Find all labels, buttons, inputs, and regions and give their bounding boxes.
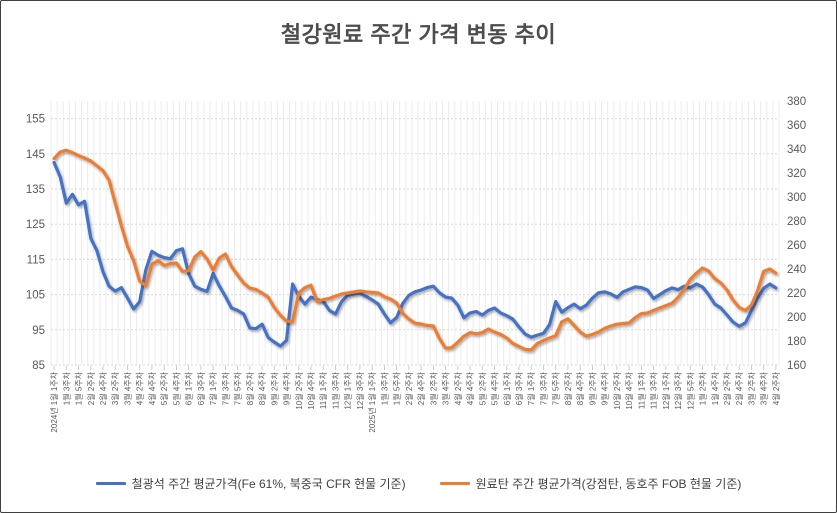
x-axis-label: 3월 2주차 xyxy=(110,371,120,405)
x-axis-label: 1월 2주차 xyxy=(698,371,708,405)
y-axis-left-labels: 155 145 135 125 115 105 95 85 xyxy=(26,114,45,372)
x-axis-label: 12월 1주차 xyxy=(343,371,353,409)
x-axis-label: 7월 5주차 xyxy=(233,371,243,405)
y-axis-right-tick-label: 260 xyxy=(787,240,806,252)
x-axis-label: 2025년 1월 1주차 xyxy=(367,371,377,432)
y-axis-right-tick-label: 180 xyxy=(787,336,806,348)
legend-label-coking-coal: 원료탄 주간 평균가격(강점탄, 동호주 FOB 현물 기준) xyxy=(475,477,742,491)
y-axis-right-tick-label: 360 xyxy=(787,120,806,132)
x-axis-label: 1월 5주차 xyxy=(74,371,84,405)
x-axis-label: 9월 2주차 xyxy=(587,371,597,405)
x-axis-label: 12월 3주차 xyxy=(673,371,683,409)
series-line-iron-ore xyxy=(52,161,778,348)
x-axis-label: 1월 5주차 xyxy=(392,371,402,405)
x-axis-label: 10월 4주차 xyxy=(624,371,634,409)
x-axis-label: 10월 4주차 xyxy=(306,371,316,409)
x-axis-label: 3월 4주차 xyxy=(759,371,769,405)
y-axis-right-tick-label: 200 xyxy=(787,312,806,324)
series-line-coking-coal xyxy=(52,148,778,352)
legend: 철광석 주간 평균가격(Fe 61%, 북중국 CFR 현물 기준) 원료탄 주… xyxy=(1,475,836,492)
y-axis-left-tick-label: 95 xyxy=(32,325,45,337)
x-axis-label: 5월 4주차 xyxy=(171,371,181,405)
y-axis-left-tick-label: 155 xyxy=(26,114,45,126)
y-axis-right-labels: 380 360 340 320 300 280 260 240 220 200 180 160 xyxy=(787,96,806,372)
y-axis-left-tick-label: 145 xyxy=(26,149,45,161)
vertical-gridlines xyxy=(50,101,780,365)
x-axis-label: 8월 4주차 xyxy=(257,371,267,405)
x-axis-label: 6월 3주차 xyxy=(514,371,524,405)
x-axis-label: 6월 3주차 xyxy=(196,371,206,405)
x-axis-label: 4월 2주차 xyxy=(135,371,145,405)
x-axis-label: 3월 2주차 xyxy=(428,371,438,405)
legend-item-iron-ore: 철광석 주간 평균가격(Fe 61%, 북중국 CFR 현물 기준) xyxy=(95,475,406,492)
horizontal-gridlines xyxy=(51,118,779,366)
y-axis-left-tick-label: 115 xyxy=(27,254,45,266)
x-axis-label: 12월 3주차 xyxy=(355,371,365,409)
x-axis-label: 4월 2주차 xyxy=(453,371,463,405)
y-axis-left-tick-label: 135 xyxy=(26,184,45,196)
x-axis-label: 2월 4주차 xyxy=(98,371,108,405)
x-axis-label: 11월 3주차 xyxy=(331,371,341,409)
x-axis-label: 1월 3주차 xyxy=(379,371,389,405)
x-axis-label: 5월 2주차 xyxy=(477,371,487,405)
x-axis-label: 9월 2주차 xyxy=(269,371,279,405)
x-axis-label: 12월 1주차 xyxy=(661,371,671,409)
y-axis-right-tick-label: 220 xyxy=(787,288,806,300)
y-axis-right-tick-label: 300 xyxy=(787,192,806,204)
x-axis-label: 6월 1주차 xyxy=(502,371,512,405)
x-axis-label: 8월 2주차 xyxy=(563,371,573,405)
x-axis-label: 1월 3주차 xyxy=(61,371,71,405)
x-axis-label: 7월 3주차 xyxy=(220,371,230,405)
x-axis-label: 10월 2주차 xyxy=(294,371,304,409)
x-axis-label: 6월 1주차 xyxy=(184,371,194,405)
x-axis-label: 1월 4주차 xyxy=(710,371,720,405)
y-axis-right-tick-label: 380 xyxy=(787,96,806,108)
x-axis-label: 7월 5주차 xyxy=(551,371,561,405)
x-axis-label: 9월 4주차 xyxy=(282,371,292,405)
x-axis-label: 8월 2주차 xyxy=(245,371,255,405)
y-axis-right-tick-label: 240 xyxy=(787,264,806,276)
x-axis-label: 8월 4주차 xyxy=(575,371,585,405)
x-axis-label: 2월 2주차 xyxy=(404,371,414,405)
x-axis-label: 5월 4주차 xyxy=(490,371,500,405)
x-axis-label: 2월 2주차 xyxy=(722,371,732,405)
x-axis-label: 3월 2주차 xyxy=(747,371,757,405)
x-axis-label: 2024년 1월 1주차 xyxy=(49,371,59,432)
legend-label-iron-ore: 철광석 주간 평균가격(Fe 61%, 북중국 CFR 현물 기준) xyxy=(131,477,406,491)
x-axis-label: 11월 1주차 xyxy=(318,371,328,409)
y-axis-right-tick-label: 280 xyxy=(787,216,806,228)
x-axis-label: 11월 1주차 xyxy=(636,371,646,409)
x-axis-label: 2월 4주차 xyxy=(734,371,744,405)
x-axis-label: 2월 4주차 xyxy=(416,371,426,405)
x-axis-label: 11월 3주차 xyxy=(649,371,659,409)
legend-item-coking-coal: 원료탄 주간 평균가격(강점탄, 동호주 FOB 현물 기준) xyxy=(439,475,742,492)
y-axis-right-tick-label: 160 xyxy=(787,360,806,372)
x-axis-labels: 2024년 1월 1주차 1월 3주차 1월 5주차 2월 2주차 2월 4주차 3월 2… xyxy=(49,365,781,433)
x-axis-label: 4월 4주차 xyxy=(147,371,157,405)
x-axis-label: 7월 3주차 xyxy=(539,371,549,405)
x-axis-label: 9월 4주차 xyxy=(600,371,610,405)
y-axis-right-tick-label: 320 xyxy=(787,168,806,180)
x-axis-label: 5월 2주차 xyxy=(159,371,169,405)
x-axis-label: 7월 1주차 xyxy=(208,371,218,405)
x-axis-label: 3월 4주차 xyxy=(441,371,451,405)
x-axis-label: 12월 5주차 xyxy=(685,371,695,409)
x-axis-label: 4월 2주차 xyxy=(771,371,781,405)
y-axis-left-tick-label: 125 xyxy=(26,219,45,231)
x-axis-label: 4월 4주차 xyxy=(465,371,475,405)
iron-ore-line-swatch xyxy=(95,481,126,486)
x-axis-label: 2월 2주차 xyxy=(86,371,96,405)
x-axis-label: 7월 1주차 xyxy=(526,371,536,405)
y-axis-right-tick-label: 340 xyxy=(787,144,806,156)
y-axis-left-tick-label: 105 xyxy=(26,290,45,302)
y-axis-left-tick-label: 85 xyxy=(32,360,45,372)
x-axis-label: 10월 2주차 xyxy=(612,371,622,409)
coking-coal-line-swatch xyxy=(439,481,470,486)
chart-title: 철강원료 주간 가격 변동 추이 xyxy=(280,22,557,47)
x-axis-label: 3월 4주차 xyxy=(123,371,133,405)
